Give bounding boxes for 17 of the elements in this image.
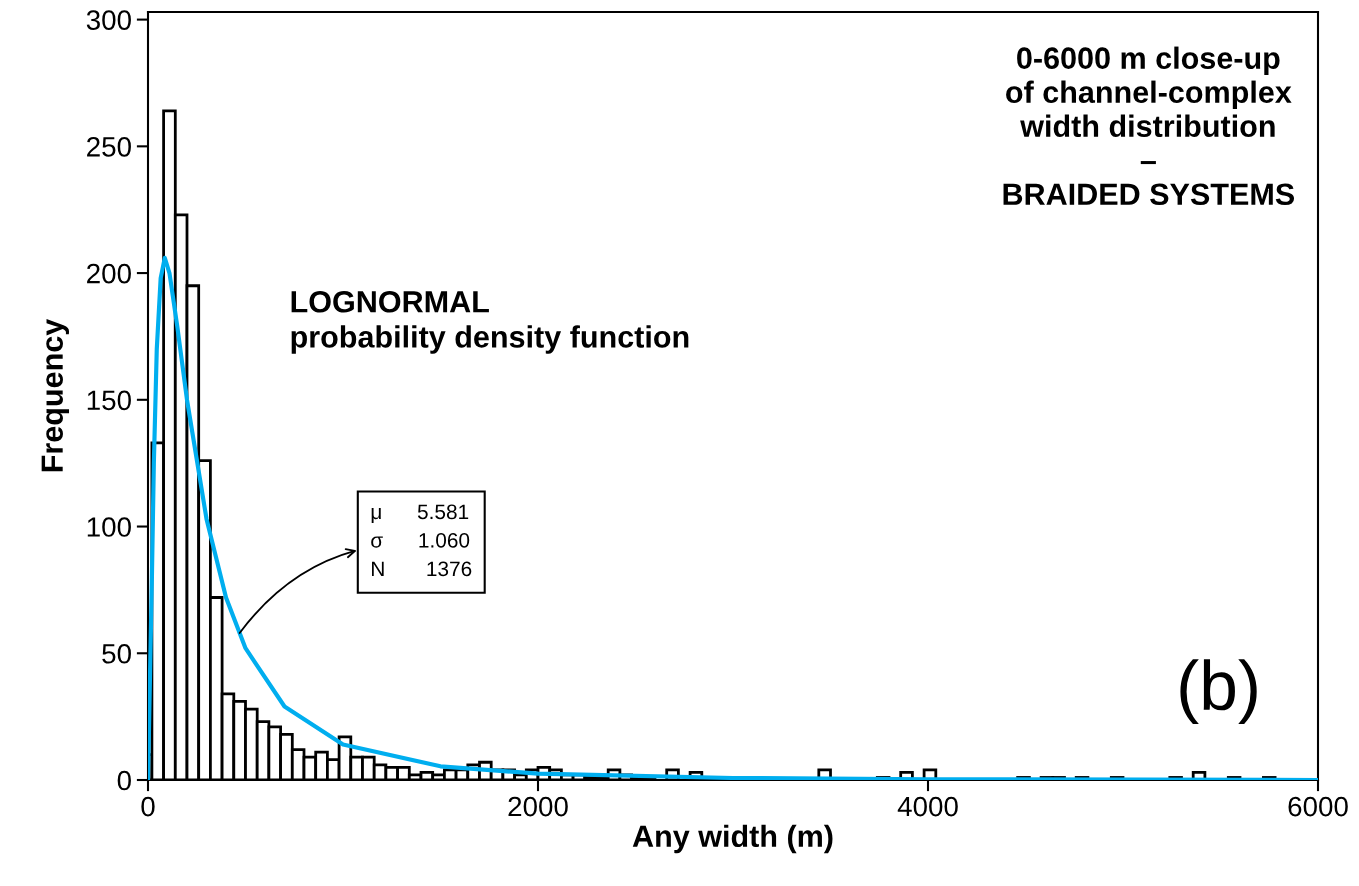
annotation: μ 5.581 σ 1.060 N 1376 <box>371 504 472 577</box>
y-tick-label: 150 <box>87 390 131 411</box>
annotation: (b) <box>1180 659 1257 725</box>
text: 0-6000 m close-up of channel-complex width distribution – BRAIDED SYSTEMS <box>1003 46 1295 206</box>
x-tick-label: 4000 <box>897 796 958 817</box>
x-tick-label: 0 <box>141 796 155 817</box>
y-tick-label: 300 <box>86 10 131 30</box>
y-axis-title: Frequency <box>41 318 70 472</box>
y-tick-label: 100 <box>87 517 131 537</box>
y-tick-label: 0 <box>117 770 131 791</box>
x-tick-label: 6000 <box>1288 796 1348 817</box>
y-tick-label: 200 <box>87 263 131 284</box>
x-axis-title: Any width (m) <box>632 824 833 854</box>
x-tick-label: 2000 <box>508 796 568 817</box>
y-tick-label: 250 <box>87 137 131 157</box>
y-tick-label: 50 <box>102 643 131 664</box>
annotation: LOGNORMAL probability density function <box>291 290 689 354</box>
